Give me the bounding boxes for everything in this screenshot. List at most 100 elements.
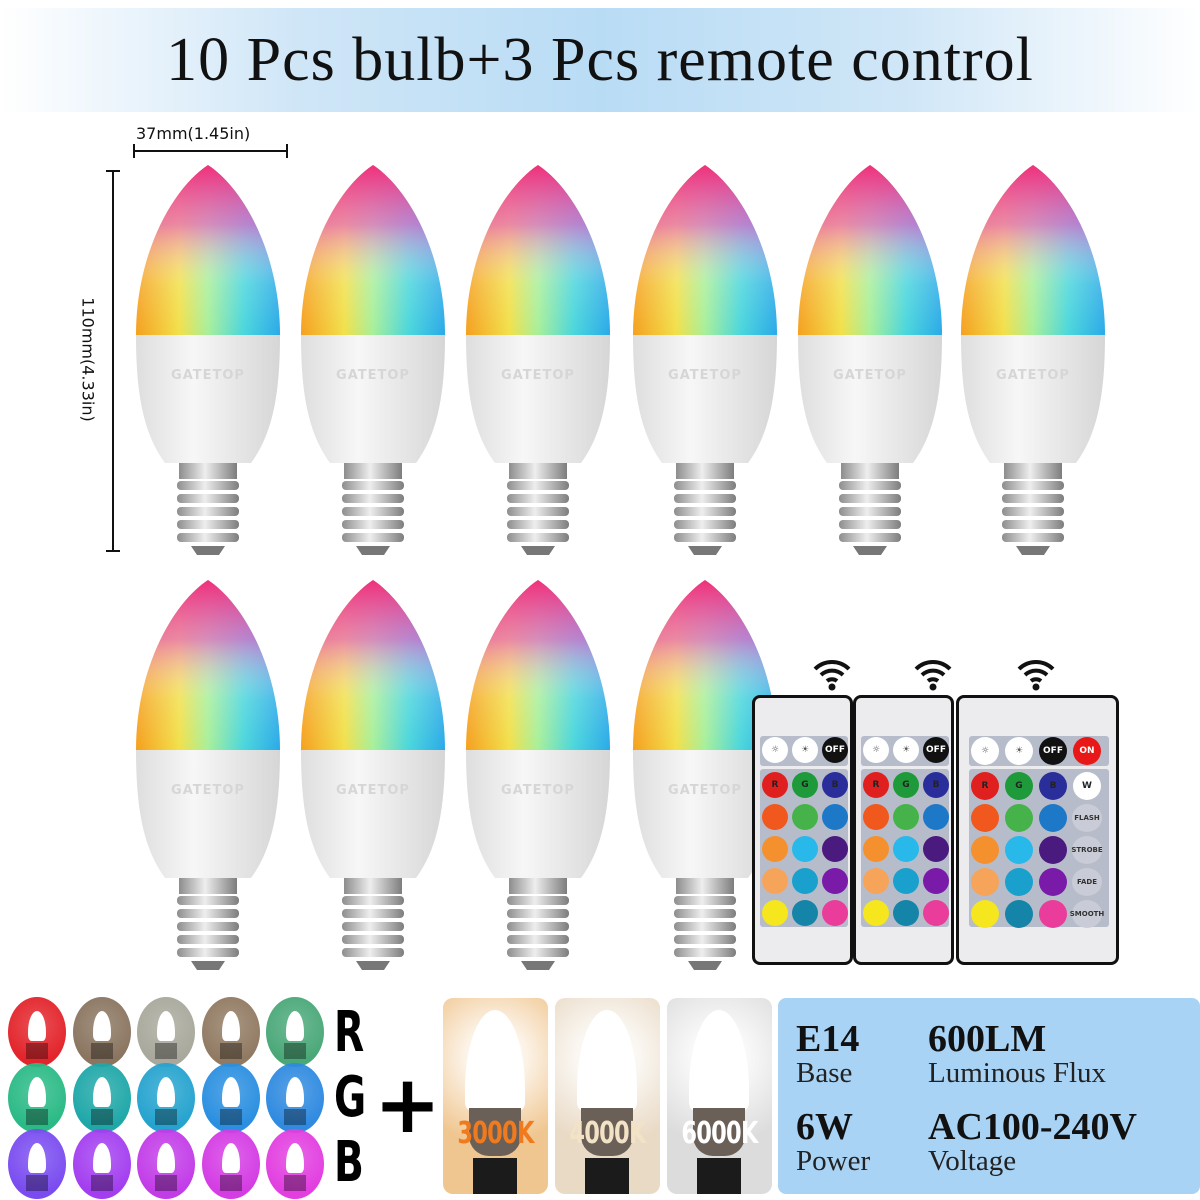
color-button[interactable] xyxy=(822,900,848,926)
brightness-up-button[interactable]: ☀ xyxy=(792,737,818,763)
off-button[interactable]: OFF xyxy=(822,737,848,763)
bulb-body-icon xyxy=(693,1108,745,1156)
bulb-flame-icon xyxy=(92,1011,111,1041)
color-swatch xyxy=(201,1063,260,1133)
color-swatch xyxy=(72,1129,131,1199)
color-button[interactable] xyxy=(762,868,788,894)
bulb: GATETOP xyxy=(298,578,448,970)
bulb-brand-label: GATETOP xyxy=(668,783,742,798)
white-button[interactable]: W xyxy=(1073,772,1101,800)
bulb-brand-label: GATETOP xyxy=(996,368,1070,383)
color-temperature-panel: 3000K xyxy=(443,998,548,1194)
color-button[interactable]: R xyxy=(762,772,788,798)
width-dimension-label: 37mm(1.45in) xyxy=(136,124,251,143)
brightness-up-button[interactable]: ☀ xyxy=(1005,737,1033,765)
color-button[interactable] xyxy=(971,900,999,928)
bulb-flame-icon xyxy=(157,1011,175,1041)
color-button[interactable]: R xyxy=(863,772,889,798)
color-button[interactable]: R xyxy=(971,772,999,800)
color-button[interactable] xyxy=(1039,804,1067,832)
strobe-button[interactable]: STROBE xyxy=(1071,836,1103,864)
color-button[interactable]: B xyxy=(822,772,848,798)
color-button[interactable] xyxy=(1039,836,1067,864)
color-button[interactable] xyxy=(792,804,818,830)
off-button[interactable]: OFF xyxy=(923,737,949,763)
color-button[interactable]: G xyxy=(792,772,818,798)
color-button[interactable]: G xyxy=(893,772,919,798)
brightness-down-button[interactable]: ☼ xyxy=(971,737,999,765)
spec-value: 6W xyxy=(796,1106,853,1148)
color-button[interactable] xyxy=(792,868,818,894)
bulb-base-icon xyxy=(155,1043,177,1059)
color-button[interactable] xyxy=(822,868,848,894)
title-banner: 10 Pcs bulb+3 Pcs remote control xyxy=(0,8,1200,112)
color-button[interactable] xyxy=(863,900,889,926)
bulb-brand-label: GATETOP xyxy=(336,783,410,798)
color-button[interactable] xyxy=(971,836,999,864)
bulb-flame-icon xyxy=(221,1011,240,1041)
color-button[interactable] xyxy=(792,836,818,862)
flash-button[interactable]: FLASH xyxy=(1072,804,1102,832)
smooth-button[interactable]: SMOOTH xyxy=(1070,900,1104,928)
color-button[interactable] xyxy=(923,868,949,894)
candle-bulb-icon xyxy=(301,580,445,970)
color-button[interactable] xyxy=(893,900,919,926)
color-button[interactable] xyxy=(1005,868,1033,896)
bulb-base-icon xyxy=(26,1109,48,1125)
plus-sign: + xyxy=(374,1058,442,1151)
color-button[interactable] xyxy=(971,804,999,832)
width-dimension-line xyxy=(133,144,288,158)
off-button[interactable]: OFF xyxy=(1039,737,1067,765)
color-button[interactable]: B xyxy=(1039,772,1067,800)
color-button[interactable] xyxy=(863,836,889,862)
color-button[interactable] xyxy=(923,836,949,862)
spec-voltage: AC100-240V Voltage xyxy=(928,1108,1137,1176)
letter-r: R xyxy=(334,1000,365,1065)
brightness-down-button[interactable]: ☼ xyxy=(762,737,788,763)
candle-bulb-icon xyxy=(633,165,777,555)
bulb-glow-icon xyxy=(577,1010,637,1110)
color-swatch xyxy=(137,1063,195,1133)
bulb-flame-icon xyxy=(28,1011,46,1041)
brightness-up-button[interactable]: ☀ xyxy=(893,737,919,763)
color-button[interactable] xyxy=(792,900,818,926)
color-button[interactable] xyxy=(762,900,788,926)
color-button[interactable] xyxy=(893,868,919,894)
fade-button[interactable]: FADE xyxy=(1072,868,1102,896)
color-button[interactable] xyxy=(923,804,949,830)
color-button[interactable] xyxy=(822,836,848,862)
color-temperature-label: 6000K xyxy=(681,1116,758,1151)
color-button[interactable] xyxy=(971,868,999,896)
color-button[interactable] xyxy=(1005,836,1033,864)
color-button[interactable]: G xyxy=(1005,772,1033,800)
color-button[interactable] xyxy=(1039,900,1067,928)
bulb: GATETOP xyxy=(133,578,283,970)
color-button[interactable] xyxy=(893,836,919,862)
brightness-down-button[interactable]: ☼ xyxy=(863,737,889,763)
color-button[interactable] xyxy=(923,900,949,926)
spec-value: 600LM xyxy=(928,1018,1047,1060)
color-swatch xyxy=(72,997,131,1067)
bulb-base-icon xyxy=(26,1175,48,1191)
bulb: GATETOP xyxy=(630,578,780,970)
color-button[interactable] xyxy=(822,804,848,830)
candle-bulb-icon xyxy=(136,580,280,970)
color-button[interactable]: B xyxy=(923,772,949,798)
color-button[interactable] xyxy=(1039,868,1067,896)
color-button[interactable] xyxy=(762,804,788,830)
bulb-flame-icon xyxy=(286,1143,304,1173)
color-button[interactable] xyxy=(1005,900,1033,928)
bulb-flame-icon xyxy=(28,1077,46,1107)
color-swatch xyxy=(137,1129,195,1199)
color-button[interactable] xyxy=(1005,804,1033,832)
wireless-signal-icon xyxy=(913,657,953,691)
bulb: GATETOP xyxy=(463,578,613,970)
color-button[interactable] xyxy=(863,868,889,894)
color-button[interactable] xyxy=(893,804,919,830)
color-button[interactable] xyxy=(863,804,889,830)
bulb-base-icon xyxy=(155,1175,177,1191)
bulb-base-icon xyxy=(90,1109,113,1125)
color-button[interactable] xyxy=(762,836,788,862)
on-button[interactable]: ON xyxy=(1073,737,1101,765)
bulb: GATETOP xyxy=(133,163,283,555)
